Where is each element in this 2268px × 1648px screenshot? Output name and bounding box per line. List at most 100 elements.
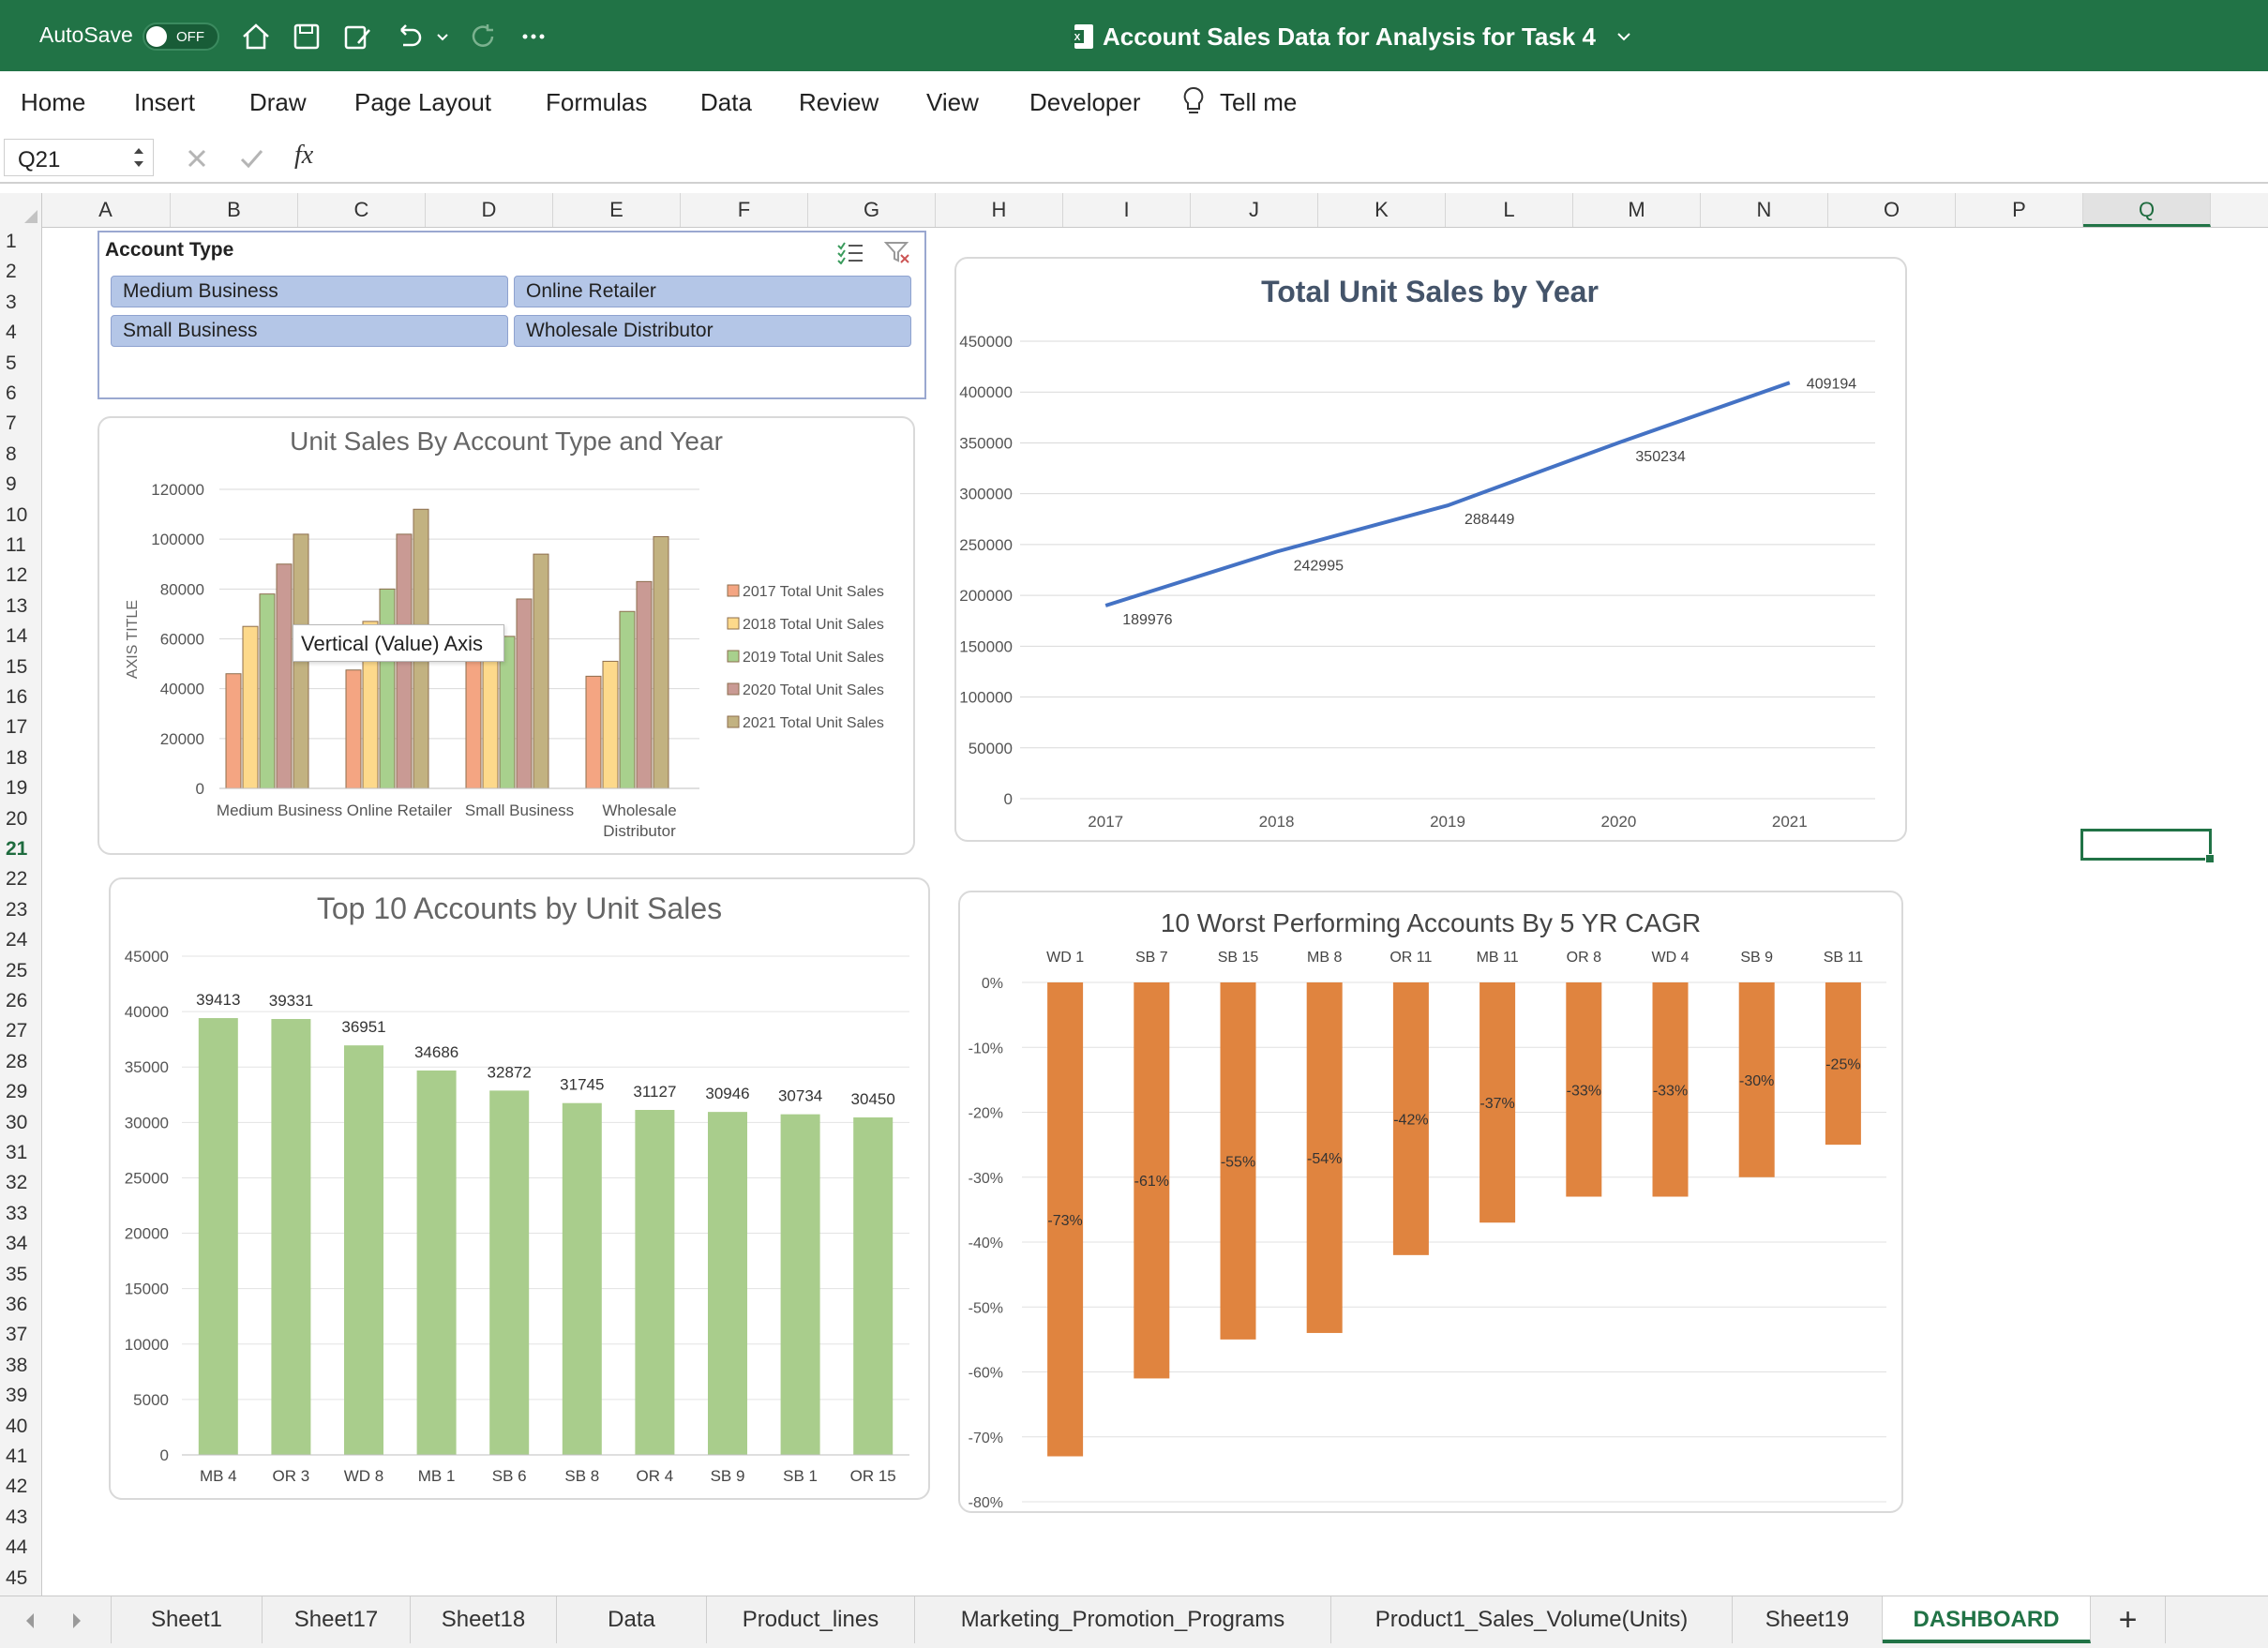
sheet-tab-marketing-promotion-programs[interactable]: Marketing_Promotion_Programs <box>915 1596 1331 1643</box>
column-i[interactable]: I <box>1063 193 1191 227</box>
add-sheet-button[interactable]: + <box>2091 1596 2166 1643</box>
sheet-tab-product1-sales-volume[interactable]: Product1_Sales_Volume(Units) <box>1331 1596 1733 1643</box>
sheet-tab-data[interactable]: Data <box>557 1596 707 1643</box>
title-chevron-down-icon[interactable] <box>1615 21 1633 52</box>
column-c[interactable]: C <box>298 193 426 227</box>
undo-icon[interactable] <box>392 21 424 52</box>
row-2[interactable]: 2 <box>6 261 17 283</box>
column-a[interactable]: A <box>41 193 171 227</box>
column-l[interactable]: L <box>1446 193 1573 227</box>
name-box[interactable]: Q21 <box>4 139 154 176</box>
row-1[interactable]: 1 <box>6 231 17 252</box>
row-9[interactable]: 9 <box>6 473 17 496</box>
column-d[interactable]: D <box>426 193 553 227</box>
scroll-tabs-right-icon[interactable] <box>66 1610 88 1632</box>
column-p[interactable]: P <box>1956 193 2083 227</box>
total-unit-sales-by-year-chart[interactable]: Total Unit Sales by Year 0 50000 100000 1500… <box>954 257 1907 842</box>
row-8[interactable]: 8 <box>6 442 17 465</box>
row-38[interactable]: 38 <box>6 1354 28 1376</box>
sheet-tab-dashboard[interactable]: DASHBOARD <box>1883 1596 2091 1643</box>
slicer-item-online-retailer[interactable]: Online Retailer <box>514 276 911 307</box>
row-3[interactable]: 3 <box>6 291 17 313</box>
row-28[interactable]: 28 <box>6 1050 28 1072</box>
column-n[interactable]: N <box>1701 193 1828 227</box>
name-box-spinner-icon[interactable] <box>132 143 145 172</box>
row-19[interactable]: 19 <box>6 777 28 800</box>
row-41[interactable]: 41 <box>6 1446 28 1467</box>
select-all-corner[interactable] <box>0 193 42 227</box>
row-43[interactable]: 43 <box>6 1506 28 1528</box>
slicer-item-medium-business[interactable]: Medium Business <box>111 276 508 307</box>
column-f[interactable]: F <box>681 193 808 227</box>
row-35[interactable]: 35 <box>6 1263 28 1285</box>
row-23[interactable]: 23 <box>6 898 28 921</box>
column-b[interactable]: B <box>171 193 298 227</box>
redo-icon[interactable] <box>467 21 499 52</box>
row-33[interactable]: 33 <box>6 1202 28 1224</box>
cancel-icon[interactable] <box>182 144 212 172</box>
slicer-item-wholesale-distributor[interactable]: Wholesale Distributor <box>514 315 911 347</box>
column-k[interactable]: K <box>1318 193 1446 227</box>
tab-data[interactable]: Data <box>700 88 752 116</box>
document-title[interactable]: Account Sales Data for Analysis for Task… <box>1103 22 1596 51</box>
undo-dropdown-icon[interactable] <box>433 21 452 52</box>
row-34[interactable]: 34 <box>6 1233 28 1255</box>
row-37[interactable]: 37 <box>6 1324 28 1346</box>
more-icon[interactable] <box>518 21 549 52</box>
autosave-toggle[interactable]: OFF <box>143 22 219 51</box>
tab-review[interactable]: Review <box>799 88 879 116</box>
tab-insert[interactable]: Insert <box>134 88 196 116</box>
tab-developer[interactable]: Developer <box>1029 88 1141 116</box>
column-q[interactable]: Q <box>2083 193 2211 227</box>
row-10[interactable]: 10 <box>6 503 28 526</box>
row-6[interactable]: 6 <box>6 382 17 404</box>
tab-page-layout[interactable]: Page Layout <box>354 88 492 116</box>
top-10-accounts-chart[interactable]: Top 10 Accounts by Unit Sales 0 5000 10000 1… <box>109 877 930 1500</box>
row-22[interactable]: 22 <box>6 868 28 891</box>
row-15[interactable]: 15 <box>6 655 28 678</box>
row-25[interactable]: 25 <box>6 959 28 981</box>
clear-filter-icon[interactable] <box>883 240 911 264</box>
function-icon[interactable]: fx <box>294 141 314 170</box>
sheet-tab-product-lines[interactable]: Product_lines <box>707 1596 915 1643</box>
row-18[interactable]: 18 <box>6 746 28 769</box>
row-24[interactable]: 24 <box>6 929 28 951</box>
formula-input[interactable] <box>339 139 2252 176</box>
tab-draw[interactable]: Draw <box>249 88 307 116</box>
column-o[interactable]: O <box>1828 193 1956 227</box>
sheet-tab-sheet17[interactable]: Sheet17 <box>263 1596 411 1643</box>
row-17[interactable]: 17 <box>6 716 28 739</box>
selected-cell-q21[interactable] <box>2080 829 2215 863</box>
row-42[interactable]: 42 <box>6 1476 28 1498</box>
row-4[interactable]: 4 <box>6 322 17 344</box>
sheet-tab-sheet1[interactable]: Sheet1 <box>111 1596 263 1643</box>
scroll-tabs-left-icon[interactable] <box>19 1610 41 1632</box>
row-31[interactable]: 31 <box>6 1142 28 1163</box>
column-e[interactable]: E <box>553 193 681 227</box>
tab-view[interactable]: View <box>926 88 979 116</box>
sheet-tab-sheet18[interactable]: Sheet18 <box>411 1596 557 1643</box>
worst-performing-accounts-chart[interactable]: 10 Worst Performing Accounts By 5 YR CAG… <box>958 891 1903 1513</box>
row-26[interactable]: 26 <box>6 990 28 1011</box>
row-36[interactable]: 36 <box>6 1294 28 1315</box>
tab-home[interactable]: Home <box>21 88 86 116</box>
row-20[interactable]: 20 <box>6 807 28 830</box>
slicer-item-small-business[interactable]: Small Business <box>111 315 508 347</box>
row-45[interactable]: 45 <box>6 1566 28 1589</box>
confirm-icon[interactable] <box>236 144 266 172</box>
save-icon[interactable] <box>291 21 323 52</box>
row-14[interactable]: 14 <box>6 625 28 648</box>
column-j[interactable]: J <box>1191 193 1318 227</box>
tab-formulas[interactable]: Formulas <box>546 88 648 116</box>
column-h[interactable]: H <box>936 193 1063 227</box>
row-39[interactable]: 39 <box>6 1385 28 1407</box>
row-40[interactable]: 40 <box>6 1415 28 1437</box>
row-27[interactable]: 27 <box>6 1020 28 1042</box>
row-30[interactable]: 30 <box>6 1111 28 1133</box>
row-16[interactable]: 16 <box>6 686 28 708</box>
row-7[interactable]: 7 <box>6 412 17 435</box>
row-29[interactable]: 29 <box>6 1081 28 1103</box>
row-13[interactable]: 13 <box>6 594 28 617</box>
unit-sales-by-account-type-chart[interactable]: Unit Sales By Account Type and Year 0 2000… <box>98 416 915 855</box>
tell-me[interactable]: Tell me <box>1220 88 1298 116</box>
